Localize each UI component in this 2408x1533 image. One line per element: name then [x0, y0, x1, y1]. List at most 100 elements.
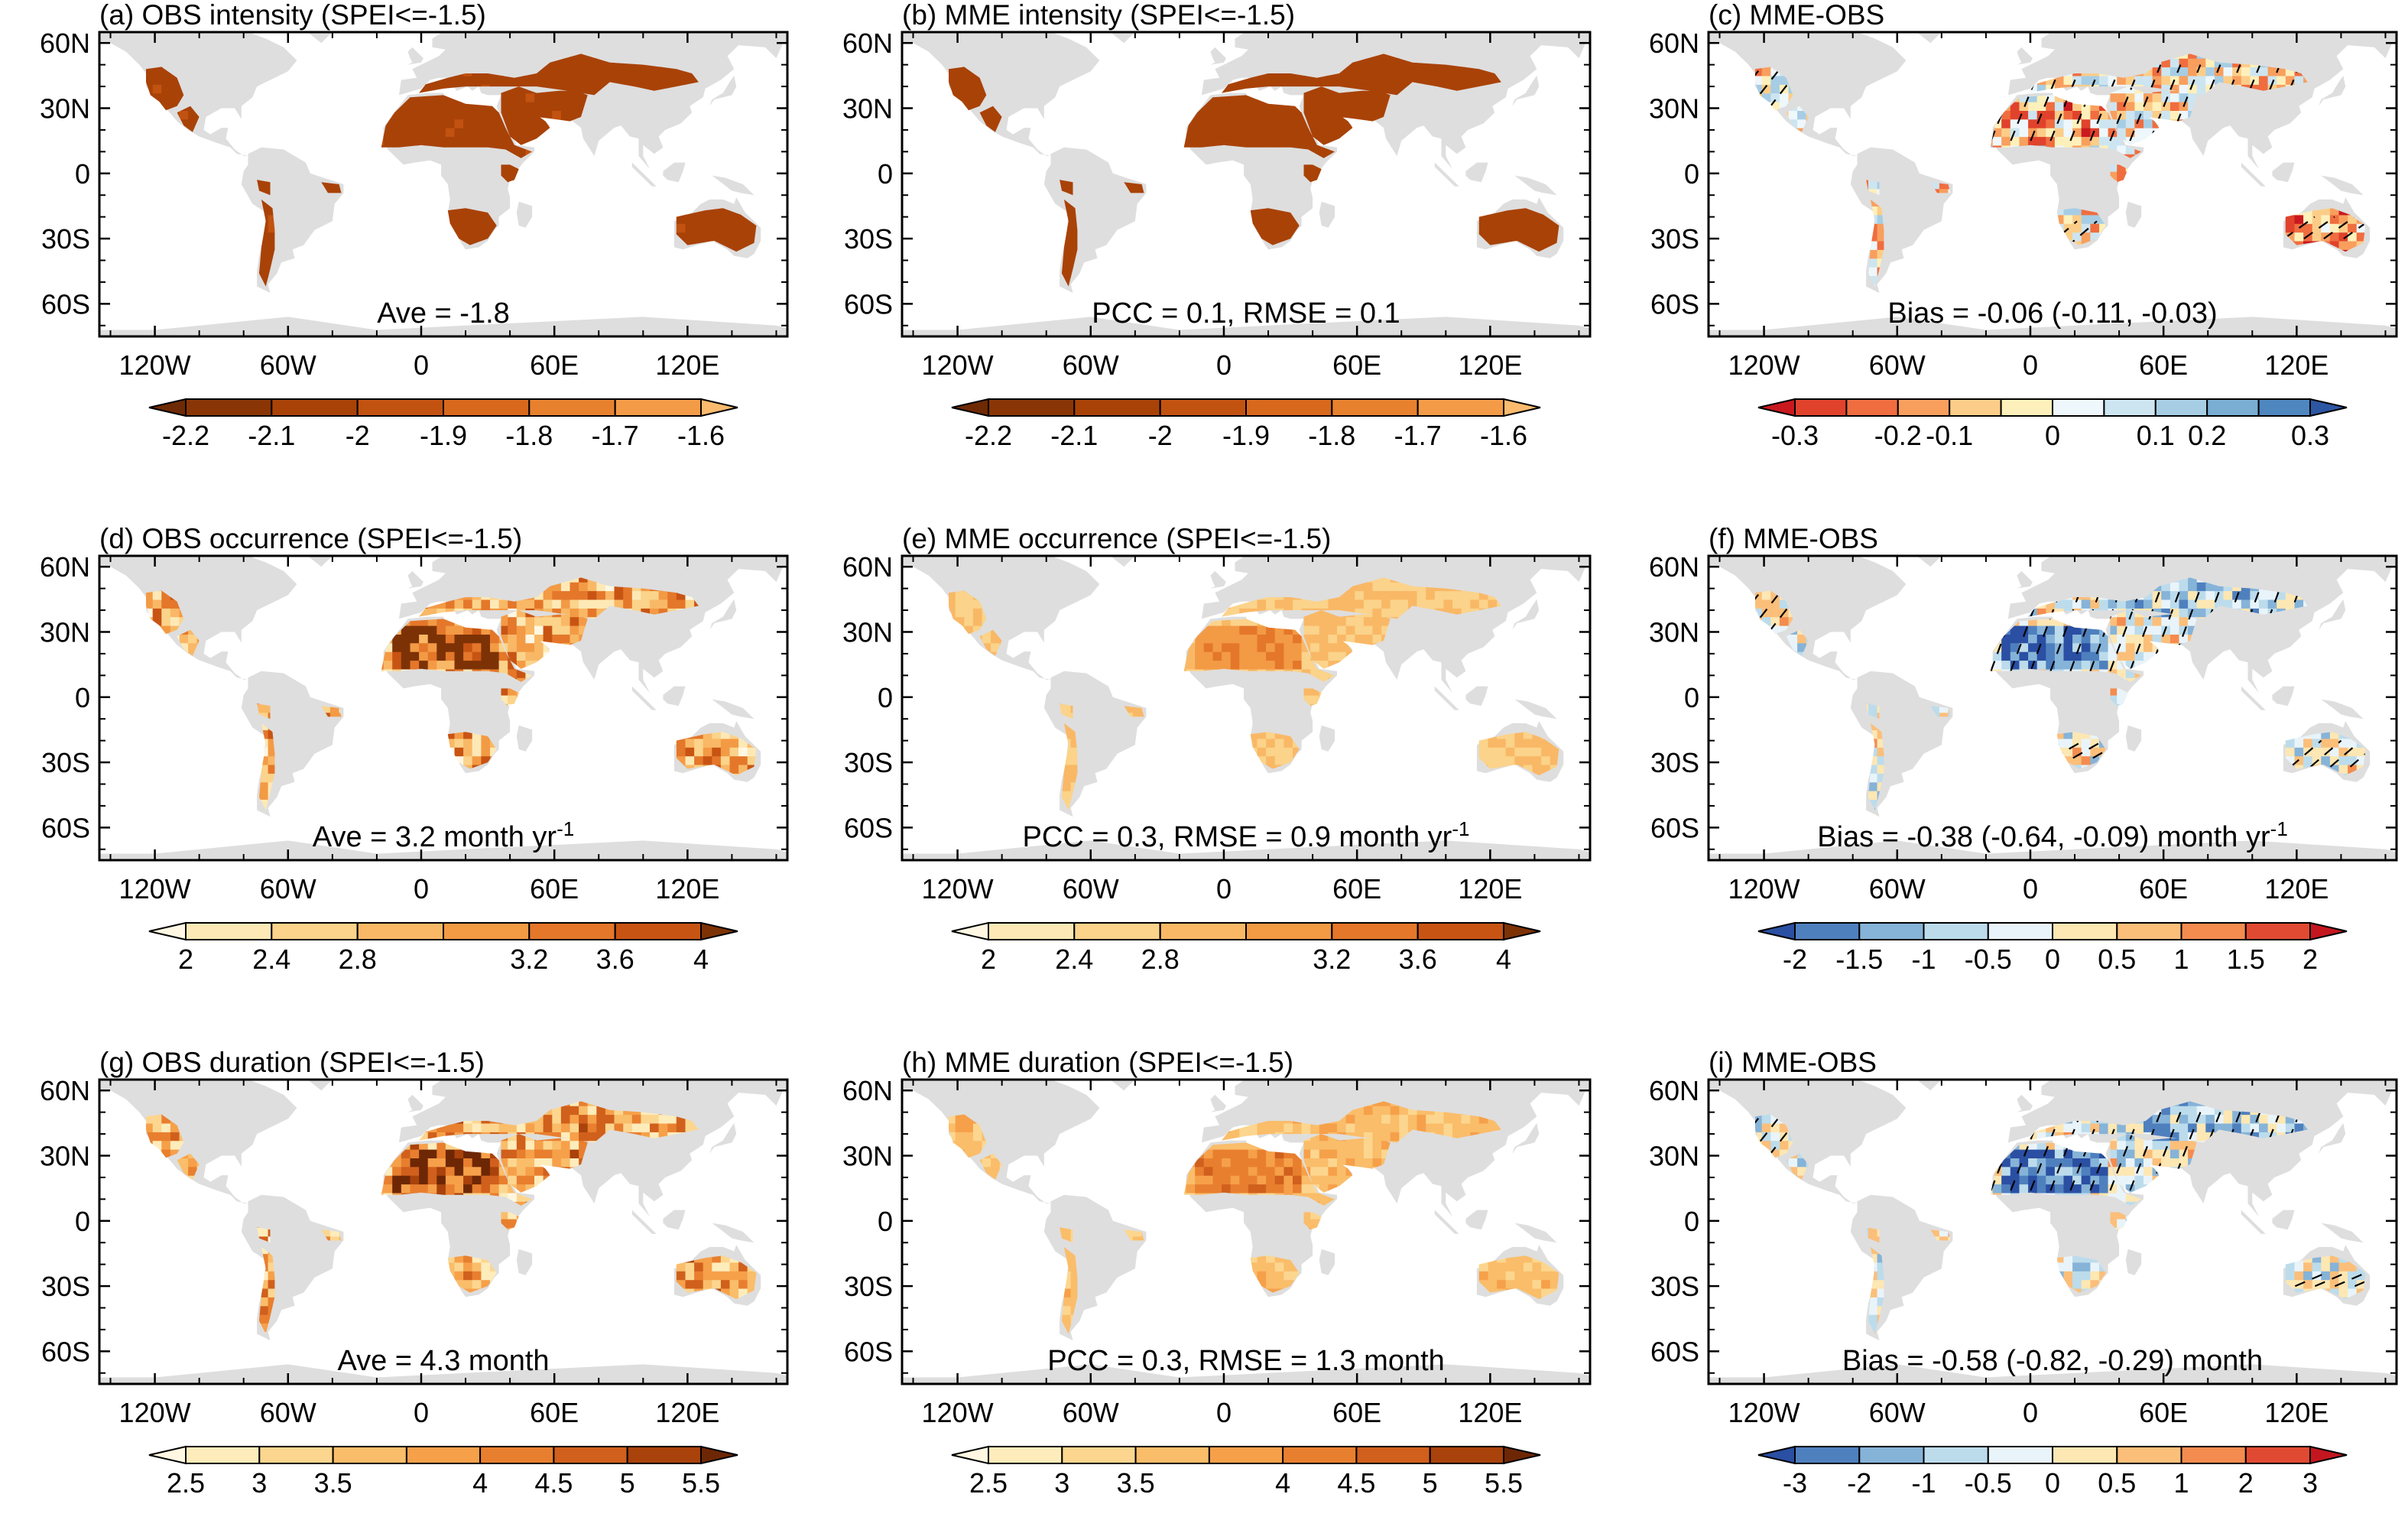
grid-cell	[525, 102, 535, 111]
grid-cell	[685, 223, 695, 233]
grid-cell	[463, 223, 473, 233]
grid-cell	[1186, 128, 1196, 138]
grid-cell	[1230, 119, 1240, 128]
grid-cell	[552, 75, 562, 85]
land-mass	[902, 32, 1100, 156]
grid-cell	[579, 75, 589, 85]
grid-cell	[1372, 110, 1382, 120]
colorbar-swatch	[1245, 398, 1333, 417]
grid-cell	[1381, 75, 1391, 85]
grid-cell	[1434, 75, 1444, 85]
grid-cell	[729, 240, 739, 250]
grid-cell	[1452, 75, 1462, 85]
lat-label: 30S	[844, 223, 893, 255]
grid-cell	[534, 102, 544, 111]
grid-cell	[1284, 110, 1293, 120]
grid-cell	[614, 75, 624, 85]
grid-cell	[1797, 110, 1807, 120]
grid-cell	[1497, 214, 1507, 224]
grid-cell	[436, 102, 446, 111]
land-mass	[709, 75, 737, 106]
grid-cell	[1505, 232, 1515, 242]
grid-cell	[472, 136, 482, 146]
grid-cell	[1345, 67, 1355, 76]
lon-label: 0	[1216, 349, 1232, 381]
grid-cell	[982, 110, 991, 120]
grid-cell	[1797, 119, 1807, 128]
grid-cell	[410, 128, 420, 138]
grid-cell	[161, 75, 171, 85]
grid-cell	[1284, 223, 1293, 233]
lon-label: 60E	[1332, 349, 1381, 381]
grid-cell	[508, 119, 518, 128]
grid-cell	[570, 110, 579, 120]
grid-cell	[508, 102, 518, 111]
grid-cell	[525, 75, 535, 85]
grid-cell	[729, 214, 739, 224]
grid-cell	[579, 58, 589, 68]
grid-cell	[570, 58, 579, 68]
grid-cell	[1532, 232, 1542, 242]
grid-cell	[1239, 110, 1249, 120]
grid-cell	[1274, 232, 1284, 242]
grid-cell	[1266, 223, 1276, 233]
grid-cell	[436, 128, 446, 138]
grid-cell	[1443, 67, 1453, 76]
land-mass	[1210, 47, 1226, 65]
land-mass	[2007, 32, 2397, 170]
grid-cell	[427, 102, 437, 111]
grid-cell	[560, 93, 571, 102]
grid-cell	[1345, 110, 1355, 120]
colorbar-label: -1.6	[677, 420, 725, 451]
grid-cell	[427, 110, 437, 120]
grid-cell	[401, 136, 411, 146]
land-mass	[99, 32, 297, 156]
grid-cell	[1230, 102, 1240, 111]
grid-cell	[472, 75, 482, 85]
grid-cell	[1257, 75, 1267, 85]
lat-label: 60S	[844, 288, 893, 320]
grid-cell	[703, 223, 712, 233]
panel-stat: Ave = -1.8	[377, 297, 510, 330]
grid-cell	[516, 110, 526, 120]
grid-cell	[1293, 119, 1303, 128]
grid-cell	[1514, 223, 1524, 233]
grid-cell	[1488, 214, 1498, 224]
grid-cell	[1239, 128, 1249, 138]
grid-cell	[641, 75, 651, 85]
grid-cell	[1337, 102, 1347, 111]
grid-cell	[1062, 180, 1072, 190]
grid-cell	[1257, 119, 1267, 128]
grid-cell	[729, 232, 739, 242]
grid-cell	[188, 110, 198, 120]
grid-cell	[720, 223, 731, 233]
grid-cell	[1532, 240, 1542, 250]
grid-cell	[1274, 223, 1284, 233]
grid-cell	[481, 214, 491, 224]
grid-cell	[1399, 67, 1409, 76]
grid-cell	[1478, 75, 1488, 85]
grid-cell	[1328, 110, 1338, 120]
grid-cell	[1381, 93, 1391, 102]
grid-cell	[543, 110, 553, 120]
grid-cell	[658, 75, 668, 85]
grid-cell	[1417, 67, 1426, 76]
grid-cell	[1212, 128, 1222, 138]
colorbar-swatch	[1331, 398, 1419, 417]
grid-cell	[1328, 128, 1338, 138]
grid-cell	[383, 136, 393, 146]
grid-cell	[1284, 136, 1293, 146]
grid-cell	[964, 93, 974, 102]
grid-cell	[1319, 119, 1329, 128]
grid-cell	[1301, 162, 1311, 172]
grid-cell	[445, 128, 456, 138]
grid-cell	[146, 67, 154, 76]
grid-cell	[410, 110, 420, 120]
land-mass	[1514, 175, 1557, 196]
grid-cell	[1195, 110, 1205, 120]
lon-label: 120W	[922, 349, 994, 381]
grid-cell	[490, 110, 500, 120]
grid-cell	[1355, 67, 1365, 76]
grid-cell	[712, 214, 722, 224]
